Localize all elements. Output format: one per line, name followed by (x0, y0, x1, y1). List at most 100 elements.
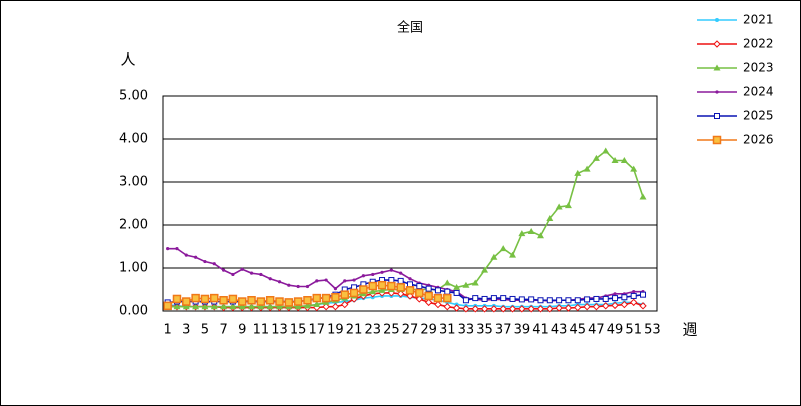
marker (407, 281, 413, 288)
marker (490, 295, 497, 302)
marker (368, 281, 377, 291)
x-tick-label: 47 (588, 323, 605, 338)
marker (537, 297, 544, 304)
marker (592, 154, 600, 161)
x-tick-label: 45 (570, 323, 587, 338)
marker (237, 297, 247, 306)
marker (433, 293, 443, 303)
marker (555, 203, 563, 210)
plot-area: 0.001.002.003.004.005.001 3 5 7 9 11 13 15 17 19 2… (119, 89, 661, 338)
marker (574, 303, 582, 312)
x-tick-label: 1 (164, 323, 172, 338)
marker (480, 305, 489, 313)
marker (303, 302, 311, 309)
marker (443, 279, 451, 286)
marker (611, 157, 619, 163)
marker (194, 255, 198, 259)
marker (713, 40, 721, 48)
series-line (167, 292, 644, 310)
marker (528, 296, 535, 303)
marker (389, 268, 393, 272)
marker (490, 253, 498, 260)
x-tick-label: 15 (290, 323, 307, 338)
marker (546, 297, 553, 304)
marker (714, 113, 720, 119)
marker (640, 291, 647, 298)
marker (713, 64, 721, 71)
marker (620, 300, 629, 309)
marker (518, 296, 525, 303)
x-tick-label: 53 (644, 323, 661, 338)
marker (294, 303, 302, 310)
marker (602, 295, 609, 302)
y-tick-label: 0.00 (119, 304, 148, 319)
x-tick-label: 27 (402, 323, 419, 338)
marker (518, 305, 526, 313)
plot-border (162, 95, 658, 312)
x-tick-label: 41 (532, 323, 549, 338)
marker (518, 230, 526, 237)
marker (284, 298, 294, 307)
marker (444, 288, 451, 295)
marker (257, 303, 265, 310)
marker (472, 295, 479, 302)
marker (172, 294, 182, 304)
marker (341, 300, 349, 309)
marker (424, 298, 433, 307)
marker (405, 286, 415, 295)
marker (509, 295, 516, 302)
marker (322, 302, 330, 311)
y-tick-label: 4.00 (119, 132, 148, 147)
marker (630, 165, 638, 172)
marker (396, 290, 405, 298)
marker (331, 302, 340, 311)
marker (210, 293, 219, 303)
marker (443, 293, 452, 303)
x-tick-label: 17 (309, 323, 326, 338)
legend: 2021 2022 2023 2024 2025 2026 (697, 13, 774, 147)
marker (621, 294, 628, 301)
x-tick-label: 23 (364, 323, 381, 338)
marker (593, 295, 600, 302)
marker (203, 259, 207, 264)
marker (565, 297, 572, 304)
marker (333, 287, 338, 291)
marker (378, 286, 386, 293)
marker (388, 277, 395, 284)
marker (277, 280, 282, 284)
marker (324, 278, 328, 282)
marker (221, 268, 226, 272)
marker (343, 279, 347, 283)
marker (219, 296, 228, 305)
marker (340, 290, 350, 299)
marker (462, 305, 470, 313)
marker (527, 305, 535, 313)
y-tick-label: 1.00 (119, 261, 148, 276)
marker (220, 303, 228, 310)
marker (434, 300, 442, 309)
marker (536, 305, 545, 313)
marker (265, 296, 275, 305)
y-tick-label: 5.00 (119, 89, 148, 104)
marker (361, 274, 365, 278)
x-tick-label: 33 (458, 323, 475, 338)
marker (499, 245, 507, 252)
x-tick-label: 49 (607, 323, 624, 338)
marker (397, 277, 404, 284)
marker (500, 295, 507, 302)
x-tick-label: 11 (253, 323, 270, 338)
marker (592, 302, 601, 311)
marker (584, 296, 591, 303)
marker (481, 295, 488, 302)
marker (583, 165, 591, 172)
marker (349, 288, 359, 298)
marker (369, 288, 377, 295)
marker (408, 277, 412, 281)
marker (380, 270, 384, 274)
marker (546, 305, 554, 313)
marker (613, 292, 617, 296)
marker (201, 303, 209, 310)
marker (611, 301, 619, 310)
marker (163, 301, 172, 311)
marker (715, 90, 719, 94)
